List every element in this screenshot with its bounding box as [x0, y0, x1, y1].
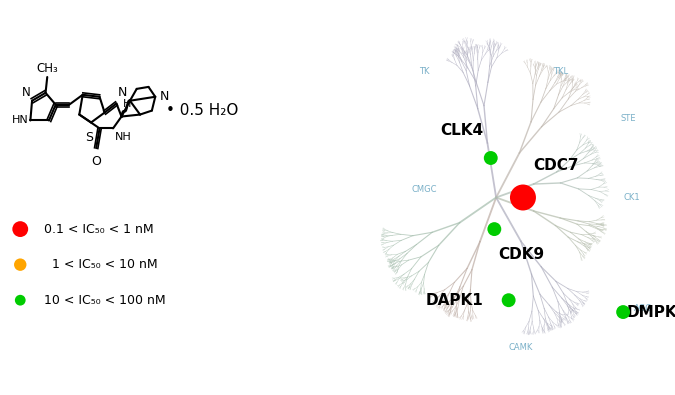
Text: CH₃: CH₃ [36, 62, 58, 75]
Text: 1 < IC₅₀ < 10 nM: 1 < IC₅₀ < 10 nM [44, 258, 157, 271]
Text: DAPK1: DAPK1 [426, 293, 483, 308]
Text: 10 < IC₅₀ < 100 nM: 10 < IC₅₀ < 100 nM [44, 294, 165, 307]
Text: • 0.5 H₂O: • 0.5 H₂O [166, 103, 239, 118]
Point [618, 309, 628, 315]
Point [15, 226, 26, 232]
Text: STE: STE [621, 114, 637, 123]
Point [15, 297, 26, 303]
Text: CDK9: CDK9 [498, 247, 544, 262]
Text: CDC7: CDC7 [534, 158, 579, 173]
Text: NH: NH [115, 132, 132, 141]
Text: O: O [91, 155, 101, 168]
Text: N: N [22, 86, 30, 99]
Point [489, 226, 500, 232]
Text: HN: HN [12, 115, 28, 126]
Text: TK: TK [419, 67, 430, 75]
Point [518, 194, 529, 201]
Point [15, 261, 26, 268]
Text: CMGC: CMGC [412, 185, 437, 194]
Text: N: N [159, 90, 169, 103]
Point [504, 297, 514, 303]
Text: AGC: AGC [634, 304, 652, 312]
Text: S: S [86, 131, 93, 144]
Point [485, 155, 496, 161]
Text: N: N [118, 86, 128, 99]
Text: H: H [123, 100, 132, 109]
Text: CAMK: CAMK [509, 343, 533, 352]
Text: 0.1 < IC₅₀ < 1 nM: 0.1 < IC₅₀ < 1 nM [44, 223, 153, 235]
Text: DMPK: DMPK [626, 305, 675, 320]
Text: TKL: TKL [553, 67, 568, 75]
Text: CK1: CK1 [624, 193, 641, 202]
Text: CLK4: CLK4 [441, 123, 483, 138]
